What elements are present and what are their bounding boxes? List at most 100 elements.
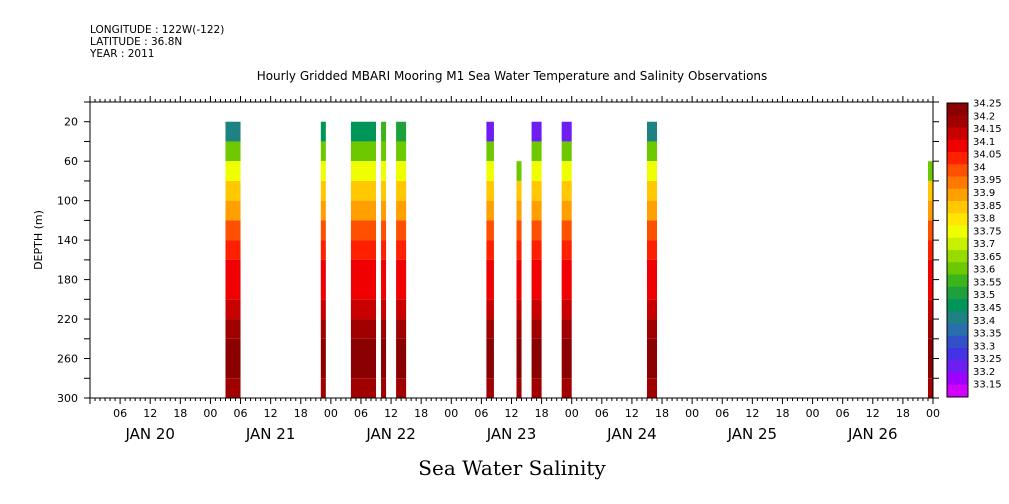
colorbar-label: 33.65 — [973, 252, 1002, 263]
y-axis-label: DEPTH (m) — [32, 210, 45, 270]
y-tick-label: 260 — [57, 353, 78, 366]
axes-group: 06 12 18 00 06 12 18 00 06 12 18 00 06 12 18 00 06 12 18 00… — [57, 96, 940, 443]
colorbar-swatch — [947, 250, 968, 263]
salinity-cell — [531, 220, 542, 241]
salinity-cell — [561, 259, 572, 300]
salinity-cell — [350, 220, 377, 241]
salinity-cell — [396, 180, 407, 201]
salinity-cell — [350, 141, 377, 162]
x-hour-tick-label: 00 — [203, 407, 217, 420]
salinity-cell — [531, 161, 542, 181]
salinity-cell — [396, 240, 407, 260]
salinity-cell — [927, 299, 933, 320]
salinity-cell — [381, 220, 387, 241]
colorbar-label: 33.85 — [973, 201, 1002, 212]
salinity-cell — [531, 319, 542, 339]
salinity-cell — [516, 200, 522, 221]
colorbar-swatch — [947, 262, 968, 275]
x-hour-tick-label: 18 — [775, 407, 789, 420]
latitude-label: LATITUDE : 36.8N — [90, 36, 183, 48]
x-day-label: JAN 26 — [847, 425, 898, 443]
x-hour-tick-label: 06 — [474, 407, 488, 420]
salinity-cell — [225, 378, 241, 398]
salinity-cell — [225, 299, 241, 320]
colorbar-swatch — [947, 127, 968, 141]
colorbar-label: 34.25 — [973, 99, 1002, 110]
colorbar-label: 33.95 — [973, 175, 1002, 186]
colorbar-label: 34.15 — [973, 124, 1002, 135]
salinity-cell — [396, 338, 407, 379]
salinity-cell — [516, 378, 522, 398]
salinity-cell — [225, 141, 241, 162]
salinity-cell — [531, 141, 542, 162]
salinity-cell — [225, 121, 241, 142]
salinity-cell — [486, 180, 494, 201]
colorbar-swatch — [947, 311, 968, 324]
y-tick-label: 60 — [64, 155, 78, 168]
salinity-cell — [561, 319, 572, 339]
salinity-cell — [396, 161, 407, 181]
x-day-label: JAN 23 — [486, 425, 537, 443]
salinity-cell — [531, 338, 542, 379]
colorbar-label: 33.3 — [973, 341, 995, 352]
x-hour-tick-label: 18 — [655, 407, 669, 420]
salinity-cell — [531, 180, 542, 201]
salinity-cell — [320, 338, 326, 379]
salinity-cell — [516, 161, 522, 181]
salinity-cell — [646, 259, 658, 300]
x-hour-tick-label: 00 — [926, 407, 940, 420]
salinity-cell — [381, 240, 387, 260]
x-hour-tick-label: 12 — [384, 407, 398, 420]
x-hour-tick-label: 00 — [806, 407, 820, 420]
salinity-cell — [381, 121, 387, 142]
salinity-cell — [486, 220, 494, 241]
plot-data-group — [225, 121, 933, 398]
salinity-cell — [561, 378, 572, 398]
y-tick-label: 180 — [57, 274, 78, 287]
x-hour-tick-label: 06 — [715, 407, 729, 420]
x-hour-tick-label: 18 — [294, 407, 308, 420]
x-hour-tick-label: 12 — [745, 407, 759, 420]
x-hour-tick-label: 06 — [836, 407, 850, 420]
colorbar-swatch — [947, 372, 968, 386]
colorbar-label: 33.7 — [973, 239, 995, 250]
salinity-cell — [561, 200, 572, 221]
x-hour-tick-label: 00 — [685, 407, 699, 420]
colorbar-swatch — [947, 152, 968, 165]
salinity-cell — [486, 161, 494, 181]
colorbar-swatch — [947, 323, 968, 337]
colorbar-label: 33.9 — [973, 188, 995, 199]
salinity-cell — [320, 259, 326, 300]
salinity-cell — [561, 299, 572, 320]
salinity-cell — [646, 141, 658, 162]
longitude-label: LONGITUDE : 122W(-122) — [90, 24, 225, 36]
salinity-cell — [381, 180, 387, 201]
x-hour-tick-label: 06 — [234, 407, 248, 420]
salinity-cell — [531, 200, 542, 221]
chart-title: Hourly Gridded MBARI Mooring M1 Sea Wate… — [257, 69, 768, 83]
salinity-cell — [350, 299, 377, 320]
salinity-cell — [350, 180, 377, 201]
salinity-cell — [646, 319, 658, 339]
salinity-cell — [350, 121, 377, 142]
x-hour-tick-label: 18 — [535, 407, 549, 420]
salinity-cell — [516, 338, 522, 379]
salinity-cell — [531, 299, 542, 320]
salinity-cell — [225, 338, 241, 379]
salinity-cell — [516, 220, 522, 241]
salinity-cell — [381, 141, 387, 162]
salinity-cell — [381, 161, 387, 181]
salinity-cell — [516, 259, 522, 300]
salinity-cell — [320, 180, 326, 201]
x-hour-tick-label: 18 — [896, 407, 910, 420]
salinity-cell — [646, 240, 658, 260]
salinity-cell — [927, 200, 933, 221]
colorbar-swatch — [947, 274, 968, 288]
salinity-cell — [646, 220, 658, 241]
salinity-cell — [486, 378, 494, 398]
salinity-cell — [486, 319, 494, 339]
x-hour-tick-label: 06 — [113, 407, 127, 420]
salinity-cell — [320, 121, 326, 142]
colorbar-swatch — [947, 360, 968, 373]
colorbar-label: 33.45 — [973, 303, 1002, 314]
